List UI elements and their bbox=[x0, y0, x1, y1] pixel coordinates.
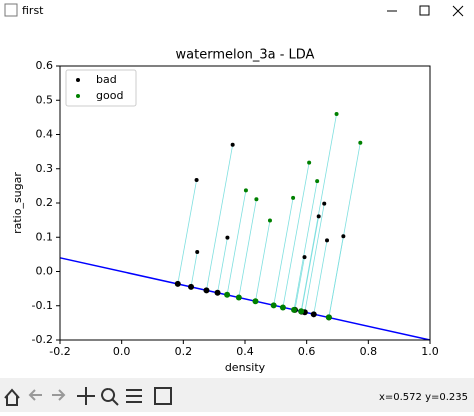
y-tick-label: 0.2 bbox=[36, 196, 54, 209]
projected-point bbox=[270, 302, 277, 309]
data-point bbox=[195, 249, 200, 254]
projection-line bbox=[206, 144, 234, 291]
legend-marker bbox=[76, 94, 80, 98]
data-point bbox=[291, 195, 296, 200]
projected-point bbox=[188, 283, 195, 290]
data-point bbox=[225, 235, 230, 240]
pan-button[interactable] bbox=[77, 387, 95, 405]
projection-line bbox=[300, 113, 337, 312]
x-axis-label: density bbox=[225, 361, 266, 374]
projected-point bbox=[310, 311, 317, 318]
y-tick-label: 0.6 bbox=[36, 59, 54, 72]
projected-point bbox=[203, 287, 210, 294]
status-text: x=0.572 y=0.235 bbox=[379, 392, 468, 403]
data-point bbox=[315, 179, 320, 184]
data-point bbox=[267, 218, 272, 223]
projection-line bbox=[328, 142, 361, 318]
projection-line bbox=[294, 257, 305, 310]
projection-line bbox=[217, 237, 228, 293]
projected-point bbox=[252, 298, 259, 305]
projection-line bbox=[282, 162, 310, 308]
data-point bbox=[307, 160, 312, 165]
projection-line bbox=[238, 199, 257, 298]
window-title: first bbox=[22, 4, 44, 17]
data-point bbox=[254, 197, 259, 202]
projection-line bbox=[226, 190, 247, 295]
y-tick-label: 0.1 bbox=[36, 230, 54, 243]
data-point bbox=[341, 234, 346, 239]
x-tick-label: 0.0 bbox=[113, 345, 131, 358]
projection-line bbox=[304, 203, 325, 313]
projection-line bbox=[273, 197, 294, 306]
chart-title: watermelon_3a - LDA bbox=[176, 48, 315, 63]
projection-line bbox=[177, 179, 197, 284]
projection-line bbox=[255, 220, 271, 302]
data-point bbox=[334, 111, 339, 116]
x-tick-label: 0.2 bbox=[175, 345, 193, 358]
legend-marker bbox=[76, 78, 80, 82]
projected-point bbox=[325, 314, 332, 321]
plot-area bbox=[59, 65, 431, 341]
legend-label: good bbox=[96, 89, 123, 102]
y-tick-label: 0.5 bbox=[36, 93, 54, 106]
y-tick-label: -0.2 bbox=[32, 333, 53, 346]
data-point bbox=[322, 201, 327, 206]
x-tick-label: 0.6 bbox=[298, 345, 316, 358]
save-button[interactable] bbox=[154, 387, 172, 405]
zoom-button[interactable] bbox=[101, 388, 119, 406]
projection-line bbox=[190, 251, 198, 287]
x-tick-label: 0.8 bbox=[360, 345, 378, 358]
y-tick-label: -0.1 bbox=[32, 299, 53, 312]
y-tick-label: 0.0 bbox=[36, 265, 54, 278]
projected-point bbox=[235, 294, 242, 301]
x-tick-label: 0.4 bbox=[236, 345, 254, 358]
projected-point bbox=[298, 308, 305, 315]
projection-line bbox=[313, 240, 328, 315]
x-tick-label: 1.0 bbox=[421, 345, 439, 358]
legend bbox=[65, 69, 137, 107]
maximize-button[interactable] bbox=[419, 5, 430, 16]
lda-line bbox=[59, 257, 431, 341]
y-tick-label: 0.3 bbox=[36, 162, 54, 175]
back-button[interactable] bbox=[28, 389, 42, 401]
projected-point bbox=[174, 280, 181, 287]
home-button[interactable] bbox=[4, 388, 20, 406]
projected-point bbox=[291, 306, 298, 313]
projected-point bbox=[224, 291, 231, 298]
data-point bbox=[316, 214, 321, 219]
data-point bbox=[194, 178, 199, 183]
data-point bbox=[302, 255, 307, 260]
title-bar bbox=[0, 0, 474, 22]
data-point bbox=[243, 188, 248, 193]
projected-point bbox=[214, 289, 221, 296]
projection-line bbox=[293, 181, 318, 310]
y-tick-label: 0.4 bbox=[36, 128, 54, 141]
data-point bbox=[325, 238, 330, 243]
subplots-button[interactable] bbox=[126, 389, 142, 403]
y-axis-label: ratio_sugar bbox=[11, 172, 24, 234]
forward-button[interactable] bbox=[52, 389, 66, 401]
close-button[interactable] bbox=[452, 5, 464, 17]
legend-label: bad bbox=[96, 73, 117, 86]
x-tick-label: -0.2 bbox=[49, 345, 70, 358]
projected-point bbox=[279, 304, 286, 311]
data-point bbox=[230, 142, 235, 147]
data-point bbox=[358, 140, 363, 145]
app-icon bbox=[4, 3, 18, 17]
